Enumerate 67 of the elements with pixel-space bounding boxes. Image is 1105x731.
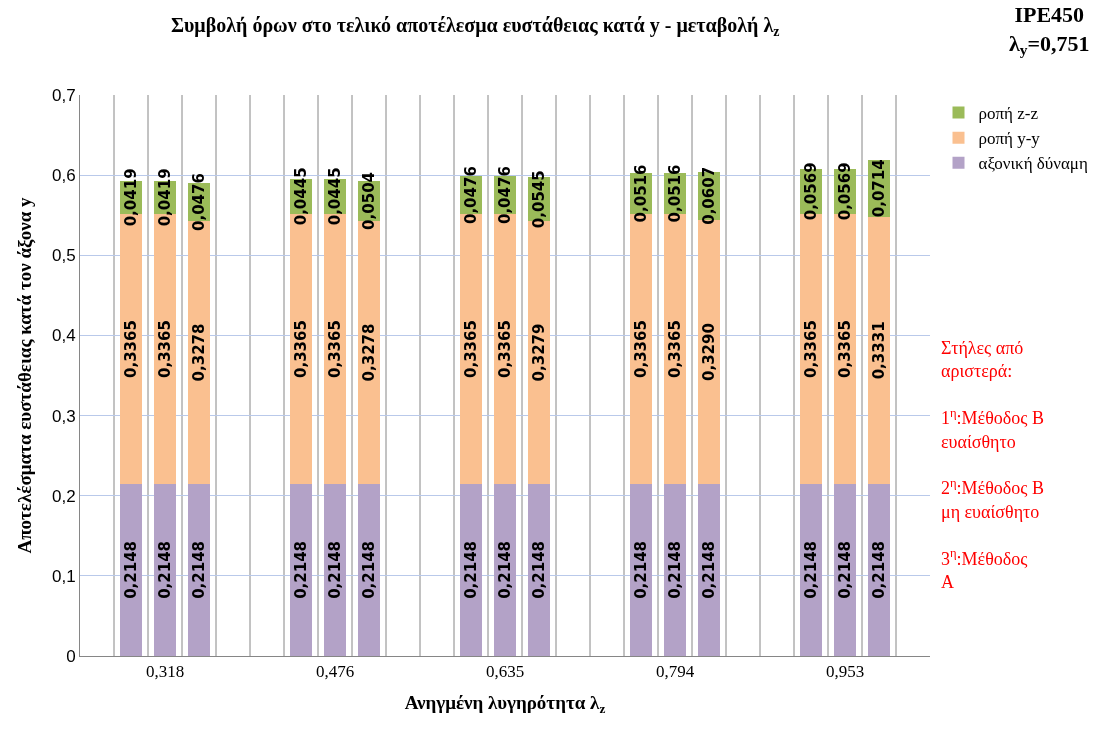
- data-label: 0,2148: [802, 540, 820, 599]
- data-label: 0,2148: [360, 540, 378, 599]
- data-label: 0,2148: [666, 540, 684, 599]
- x-tick-label: 0,635: [485, 662, 525, 682]
- x-tick-label: 0,953: [825, 662, 865, 682]
- legend-label: ροπή y-y: [978, 129, 1041, 149]
- data-label: 0,3365: [292, 320, 310, 378]
- data-label: 0,3365: [632, 320, 650, 378]
- data-label: 0,2148: [870, 540, 888, 599]
- y-tick-label: 0,5: [51, 246, 76, 266]
- data-label: 0,0516: [666, 164, 684, 223]
- x-tick-label: 0,794: [655, 662, 695, 682]
- chart-title: Συμβολή όρων στο τελικό αποτέλεσμα ευστάθειας κατά y - μεταβολή λ$_{z}$: [170, 14, 780, 40]
- y-tick-label: 0,7: [51, 85, 76, 105]
- x-tick-label: 0,476: [315, 662, 355, 682]
- legend-label: αξονική δύναμη: [978, 154, 1088, 174]
- data-label: 0,0504: [360, 172, 378, 230]
- data-label: 0,0445: [292, 167, 310, 226]
- data-label: 0,0476: [462, 166, 480, 225]
- data-label: 0,3365: [496, 320, 514, 378]
- data-label: 0,2148: [122, 540, 140, 599]
- data-label: 0,3365: [836, 320, 854, 378]
- data-label: 0,2148: [190, 540, 208, 599]
- y-tick-label: 0,3: [51, 406, 76, 426]
- data-label: 0,3365: [666, 320, 684, 378]
- data-label: 0,0476: [190, 173, 208, 232]
- x-axis-title: Ανηγμένη λυγηρότητα λ$_{z}$: [404, 692, 606, 717]
- data-label: 0,2148: [496, 540, 514, 599]
- data-label: 0,2148: [326, 540, 344, 599]
- y-tick-label: 0,4: [51, 326, 76, 346]
- data-label: 0,3365: [326, 320, 344, 378]
- data-label: 0,3279: [530, 323, 548, 382]
- data-label: 0,3331: [870, 321, 888, 380]
- legend-label: ροπή z-z: [978, 104, 1039, 124]
- data-label: 0,3365: [462, 320, 480, 378]
- data-label: 0,0516: [632, 164, 650, 223]
- data-label: 0,3278: [190, 323, 208, 382]
- x-tick-label: 0,318: [145, 662, 185, 682]
- data-label: 0,2148: [530, 540, 548, 599]
- data-label: 0,0419: [156, 168, 174, 227]
- data-label: 0,2148: [462, 540, 480, 599]
- y-tick-label: 0: [66, 646, 76, 666]
- data-label: 0,2148: [836, 540, 854, 599]
- data-label: 0,0569: [836, 162, 854, 221]
- data-label: 0,0545: [530, 170, 548, 229]
- data-label: 0,3278: [360, 323, 378, 382]
- data-label: 0,3365: [122, 320, 140, 378]
- data-label: 0,0476: [496, 166, 514, 225]
- data-label: 0,0445: [326, 167, 344, 226]
- text: Στήλες από αριστερά: 1$^{η}$:Μέθοδος Β ευαίσθητο 2$^{η}$:Μέθοδος Β μη ευαίσθητο 3$^{η}$:Μέθοδος Α: [941, 338, 1044, 592]
- data-label: 0,0607: [700, 166, 718, 225]
- data-label: 0,2148: [156, 540, 174, 599]
- y-tick-label: 0,1: [51, 566, 76, 586]
- bar: [867, 216, 891, 484]
- text: IPE450 λ$_{y}$=0,751: [1009, 2, 1090, 59]
- y-tick-label: 0,2: [51, 486, 76, 506]
- data-label: 0,0569: [802, 162, 820, 221]
- y-axis-title: Αποτελέσματα ευστάθειας κατά τον άξονα y: [13, 196, 36, 554]
- data-label: 0,2148: [632, 540, 650, 599]
- data-label: 0,2148: [292, 540, 310, 599]
- data-label: 0,0714: [870, 159, 888, 218]
- data-label: 0,0419: [122, 168, 140, 227]
- data-label: 0,3290: [700, 323, 718, 381]
- data-label: 0,3365: [802, 320, 820, 378]
- y-tick-label: 0,6: [51, 166, 76, 186]
- data-label: 0,2148: [700, 540, 718, 599]
- data-label: 0,3365: [156, 320, 174, 378]
